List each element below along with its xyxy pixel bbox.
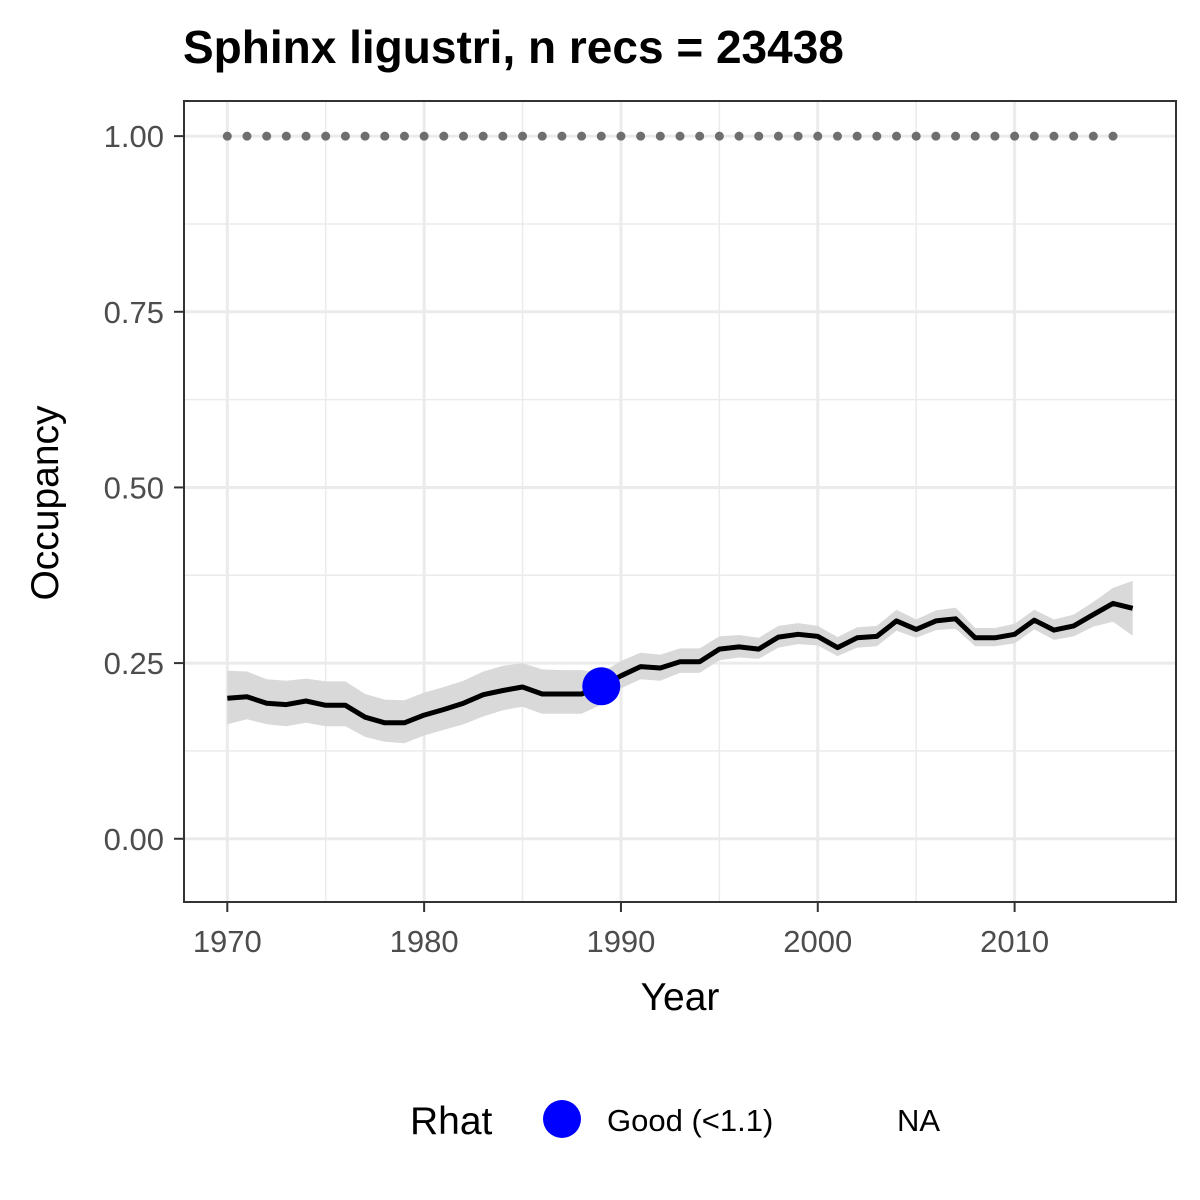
reference-dot — [360, 131, 370, 141]
reference-dot — [695, 131, 705, 141]
reference-dot — [636, 131, 646, 141]
reference-dot — [1108, 131, 1118, 141]
reference-dot — [577, 131, 587, 141]
reference-dot — [911, 131, 921, 141]
x-tick-label: 1990 — [586, 924, 655, 959]
legend-title: Rhat — [410, 1100, 493, 1143]
reference-dot — [380, 131, 390, 141]
occupancy-line — [227, 600, 1134, 726]
y-tick-label: 1.00 — [104, 119, 164, 154]
y-tick-label: 0.75 — [104, 295, 164, 330]
reference-dot — [1010, 131, 1020, 141]
reference-dot — [793, 131, 803, 141]
rhat-points — [582, 667, 621, 706]
x-tick-label: 2000 — [783, 924, 852, 959]
reference-dot — [419, 131, 429, 141]
chart-title: Sphinx ligustri, n recs = 23438 — [183, 21, 844, 73]
reference-dot — [675, 131, 685, 141]
reference-dot — [872, 131, 882, 141]
reference-dot — [714, 131, 724, 141]
legend: Rhat Good (<1.1) NA — [410, 1100, 940, 1143]
occupancy-series-line — [227, 600, 1134, 726]
legend-label-good: Good (<1.1) — [607, 1103, 773, 1138]
reference-dot — [399, 131, 409, 141]
reference-dot — [301, 131, 311, 141]
reference-dot — [458, 131, 468, 141]
reference-dot — [518, 131, 528, 141]
legend-label-na: NA — [897, 1103, 940, 1138]
reference-dot — [439, 131, 449, 141]
legend-good-swatch — [543, 1100, 581, 1138]
x-tick-label: 1980 — [390, 924, 459, 959]
reference-dot — [1029, 131, 1039, 141]
x-axis-ticks: 1970 1980 1990 2000 2010 — [193, 902, 1049, 959]
reference-dot — [1088, 131, 1098, 141]
reference-dot — [773, 131, 783, 141]
y-axis-title: Occupancy — [24, 405, 67, 601]
reference-dot — [537, 131, 547, 141]
y-tick-label: 0.50 — [104, 470, 164, 505]
reference-dot — [616, 131, 626, 141]
rhat-good-point — [582, 667, 621, 706]
reference-dot — [321, 131, 331, 141]
y-axis-ticks: 0.00 0.25 0.50 0.75 1.00 — [104, 119, 184, 857]
reference-dot — [931, 131, 941, 141]
reference-dot — [1069, 131, 1079, 141]
reference-dot — [951, 131, 961, 141]
reference-dot — [596, 131, 606, 141]
reference-dot — [754, 131, 764, 141]
reference-dot — [557, 131, 567, 141]
reference-dot — [262, 131, 272, 141]
reference-dots — [222, 131, 1118, 141]
y-tick-label: 0.25 — [104, 646, 164, 681]
x-tick-label: 1970 — [193, 924, 262, 959]
reference-dot — [655, 131, 665, 141]
reference-dot — [478, 131, 488, 141]
reference-dot — [852, 131, 862, 141]
reference-dot — [970, 131, 980, 141]
reference-dot — [281, 131, 291, 141]
reference-dot — [340, 131, 350, 141]
y-tick-label: 0.00 — [104, 822, 164, 857]
reference-dot — [892, 131, 902, 141]
reference-dot — [498, 131, 508, 141]
x-axis-title: Year — [641, 976, 720, 1019]
reference-dot — [222, 131, 232, 141]
x-tick-label: 2010 — [980, 924, 1049, 959]
reference-dot — [813, 131, 823, 141]
reference-dot — [990, 131, 1000, 141]
reference-dot — [1049, 131, 1059, 141]
panel-border — [183, 100, 1177, 903]
reference-dot — [734, 131, 744, 141]
reference-dot — [242, 131, 252, 141]
reference-dot — [832, 131, 842, 141]
